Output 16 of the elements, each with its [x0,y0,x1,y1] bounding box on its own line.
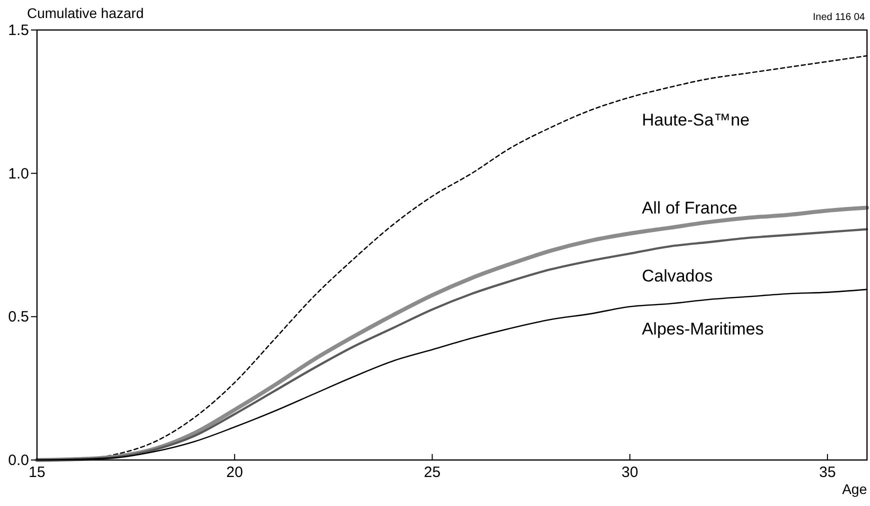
series-label: Haute-Sa™ne [642,110,750,130]
x-tick-label: 30 [622,464,638,481]
series-label: Calvados [642,266,713,286]
x-tick-label: 25 [424,464,441,481]
x-tick-label: 15 [28,464,46,481]
y-tick-label: 0.5 [8,308,29,326]
y-axis-title: Cumulative hazard [27,5,144,21]
y-tick-label: 0.0 [8,452,29,469]
x-axis-title: Age [842,481,868,497]
x-tick-label: 20 [226,464,243,481]
series-label: Alpes-Maritimes [642,320,764,339]
x-tick-label: 35 [819,464,836,481]
y-tick-label: 1.5 [8,22,29,39]
y-tick-label: 1.0 [8,165,29,182]
series-label: All of France [642,198,738,218]
text: Ined 116 04 [812,12,866,23]
